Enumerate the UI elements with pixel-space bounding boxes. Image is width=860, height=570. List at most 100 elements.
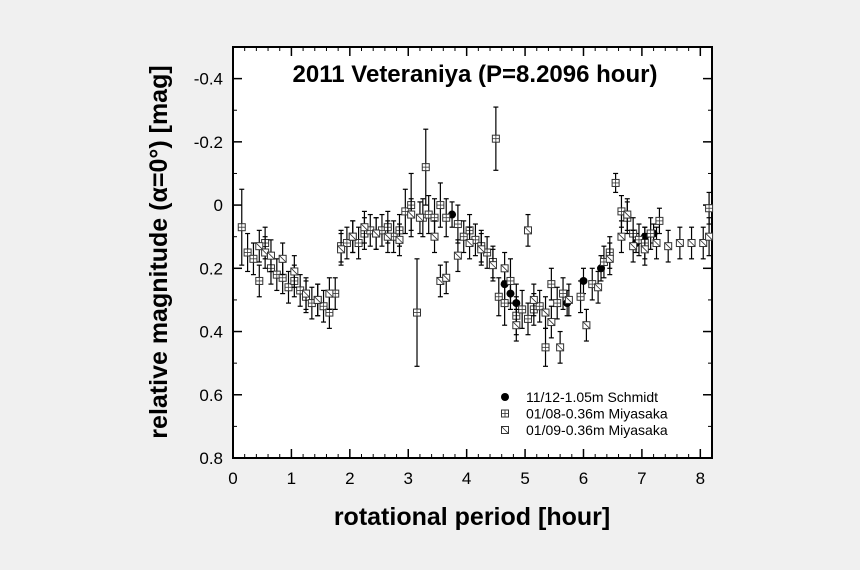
point-marker — [337, 245, 346, 254]
data-point — [395, 223, 404, 257]
legend-marker — [501, 409, 509, 418]
data-point — [512, 308, 521, 342]
marker-diag — [489, 261, 497, 269]
point-marker — [407, 210, 416, 219]
data-point — [453, 239, 462, 273]
x-tick-label: 0 — [228, 469, 237, 488]
data-point — [436, 182, 445, 228]
legend-label: 01/08-0.36m Miyasaka — [526, 406, 668, 422]
data-point — [415, 201, 424, 235]
marker-diag — [290, 267, 299, 276]
marker-diag — [676, 239, 684, 247]
chart-title: 2011 Veteraniya (P=8.2096 hour) — [293, 61, 658, 88]
point-marker — [605, 254, 614, 263]
y-tick-label: 0.6 — [199, 386, 223, 405]
marker-diag — [313, 296, 322, 304]
point-marker — [488, 261, 497, 270]
point-marker — [640, 245, 649, 254]
legend-item: 11/12-1.05m Schmidt — [501, 389, 658, 405]
point-marker — [582, 321, 591, 330]
point-marker — [594, 283, 603, 292]
data-point — [518, 289, 527, 329]
data-point — [278, 242, 287, 276]
point-marker — [629, 242, 638, 251]
data-point — [319, 289, 328, 323]
x-tick-label: 5 — [520, 469, 529, 488]
y-tick-label: -0.4 — [194, 70, 223, 89]
data-point — [629, 229, 638, 263]
x-axis-label: rotational period [hour] — [334, 503, 610, 531]
point-marker — [705, 204, 714, 213]
legend-marker — [501, 393, 509, 401]
marker-diag — [556, 343, 564, 352]
marker-diag — [582, 321, 591, 329]
point-marker — [687, 239, 696, 248]
point-marker — [302, 289, 311, 298]
data-point — [553, 286, 562, 320]
point-marker — [430, 213, 439, 222]
data-point — [599, 245, 608, 279]
data-point — [477, 232, 486, 266]
marker-diag — [705, 232, 713, 241]
data-point — [541, 296, 550, 329]
data-point — [705, 217, 714, 257]
point-marker — [559, 289, 568, 298]
point-marker — [529, 295, 538, 304]
data-point — [465, 226, 474, 260]
x-tick-label: 1 — [287, 469, 296, 488]
marker-diag — [547, 318, 556, 326]
data-point — [430, 220, 439, 254]
point-marker — [249, 254, 258, 263]
data-point — [652, 226, 661, 260]
data-point — [360, 210, 369, 244]
data-point — [664, 229, 673, 263]
marker-diag — [623, 210, 632, 219]
point-marker — [541, 343, 550, 352]
point-marker — [494, 292, 503, 301]
marker-diag — [395, 236, 404, 244]
marker-diag — [664, 242, 672, 250]
point-marker — [313, 295, 322, 304]
x-tick-label: 8 — [696, 469, 705, 488]
point-marker — [547, 318, 556, 327]
point-marker — [453, 220, 462, 229]
point-marker — [506, 276, 515, 285]
data-point — [325, 277, 334, 311]
legend-marker — [501, 426, 509, 434]
point-marker — [325, 289, 334, 298]
data-point — [302, 277, 311, 311]
data-point — [564, 283, 573, 317]
point-marker — [415, 213, 424, 222]
point-marker — [442, 273, 451, 282]
data-point — [605, 242, 614, 276]
point-marker — [705, 232, 714, 241]
marker-diag — [407, 210, 415, 219]
data-point — [313, 283, 322, 317]
marker-diag — [629, 242, 637, 250]
marker-diag — [500, 264, 509, 273]
data-point — [623, 198, 632, 231]
point-marker — [500, 299, 509, 308]
point-marker — [278, 273, 287, 282]
y-tick-label: 0.4 — [199, 323, 223, 342]
point-marker — [465, 239, 474, 248]
legend-item: 01/08-0.36m Miyasaka — [501, 406, 668, 422]
point-marker — [523, 226, 532, 235]
marker-diag — [501, 426, 509, 434]
data-point — [407, 198, 416, 231]
data-marks — [237, 106, 714, 367]
data-point — [547, 305, 556, 339]
marker-diag — [337, 245, 345, 254]
marker-diag — [430, 232, 439, 241]
data-point — [547, 267, 556, 301]
data-point — [523, 213, 532, 247]
marker-diag — [512, 321, 521, 329]
data-point — [494, 277, 503, 317]
point-marker — [646, 229, 655, 238]
y-tick-label: 0.8 — [199, 449, 223, 468]
data-point — [640, 232, 649, 266]
point-marker — [243, 248, 252, 257]
data-point — [421, 128, 430, 206]
data-point — [266, 239, 275, 273]
